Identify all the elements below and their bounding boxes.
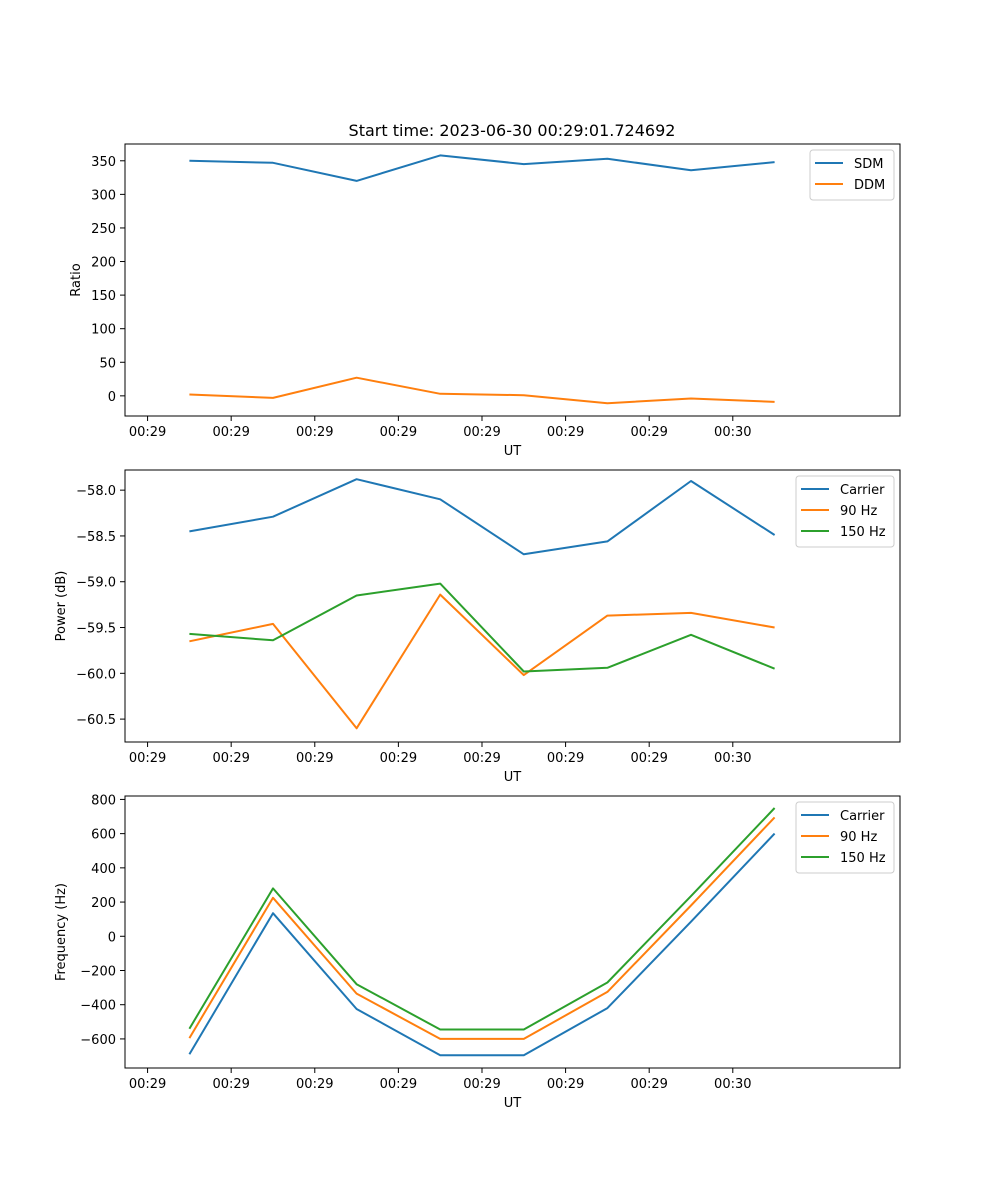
legend-label: DDM: [854, 178, 885, 193]
x-tick-label: 00:30: [714, 425, 751, 440]
y-tick-label: 150: [91, 289, 116, 304]
axes-frame: [124, 143, 901, 417]
x-tick-label: 00:29: [547, 751, 584, 766]
x-tick-label: 00:29: [630, 751, 667, 766]
frequency-panel: 00:29 00:29 00:29 00:29 00:29 00:29 00:29 00:30…: [54, 793, 901, 1111]
legend: [795, 475, 895, 548]
x-tick-label: 00:30: [714, 751, 751, 766]
y-axis-label: Power (dB): [54, 571, 69, 642]
x-tick-label: 00:29: [212, 751, 249, 766]
legend-label: SDM: [854, 157, 883, 172]
y-tick-label: 200: [91, 256, 116, 271]
series-line-sdm: [189, 154, 775, 182]
x-tick-label: 00:29: [547, 1077, 584, 1092]
series-line-carrier: [188, 832, 776, 1057]
legend-label: Carrier: [840, 483, 885, 498]
axes-frame: [124, 469, 901, 743]
axes-frame: [124, 795, 901, 1069]
y-tick-label: 300: [91, 188, 116, 203]
x-tick-label: 00:29: [547, 425, 584, 440]
ratio-panel: 00:29 00:29 00:29 00:29 00:29 00:29 00:29 00:30…: [69, 143, 901, 459]
x-axis-label: UT: [504, 1096, 522, 1111]
y-tick-label: −59.5: [76, 622, 116, 637]
y-axis-label: Ratio: [69, 263, 84, 296]
x-tick-label: 00:29: [380, 425, 417, 440]
x-tick-label: 00:29: [296, 1077, 333, 1092]
y-tick-label: 200: [91, 896, 116, 911]
y-tick-label: 0: [108, 930, 116, 945]
x-tick-label: 00:29: [463, 1077, 500, 1092]
y-tick-label: 50: [99, 356, 116, 371]
y-tick-label: −58.5: [76, 530, 116, 545]
y-axis-label: Frequency (Hz): [54, 883, 69, 981]
x-tick-label: 00:29: [630, 1077, 667, 1092]
series-line-90-hz: [188, 816, 776, 1040]
y-tick-label: −60.0: [76, 667, 116, 682]
x-tick-label: 00:29: [129, 1077, 166, 1092]
x-tick-label: 00:29: [630, 425, 667, 440]
legend-label: Carrier: [840, 809, 885, 824]
y-tick-label: −200: [80, 964, 116, 979]
series-line-150-hz: [188, 807, 776, 1031]
x-tick-label: 00:29: [129, 751, 166, 766]
legend: [795, 801, 895, 874]
y-tick-label: 250: [91, 222, 116, 237]
power-panel: 00:29 00:29 00:29 00:29 00:29 00:29 00:29 00:30…: [54, 469, 901, 785]
y-tick-label: −400: [80, 999, 116, 1014]
x-axis-label: UT: [504, 444, 522, 459]
x-tick-label: 00:29: [129, 425, 166, 440]
y-tick-label: 600: [91, 828, 116, 843]
x-tick-label: 00:29: [212, 425, 249, 440]
legend-label: 150 Hz: [840, 525, 886, 540]
y-tick-label: −600: [80, 1033, 116, 1048]
x-tick-label: 00:29: [212, 1077, 249, 1092]
x-tick-label: 00:29: [463, 751, 500, 766]
y-tick-label: −60.5: [76, 713, 116, 728]
series-line-150-hz: [189, 582, 775, 673]
series-line-carrier: [189, 478, 776, 556]
x-tick-label: 00:29: [380, 751, 417, 766]
series-line-ddm: [189, 376, 775, 405]
y-tick-label: 100: [91, 323, 116, 338]
y-tick-label: −58.0: [76, 484, 116, 499]
x-axis-label: UT: [504, 770, 522, 785]
y-tick-label: 800: [91, 793, 116, 808]
x-tick-label: 00:29: [296, 425, 333, 440]
legend-label: 150 Hz: [840, 851, 886, 866]
y-tick-label: −59.0: [76, 576, 116, 591]
x-tick-label: 00:30: [714, 1077, 751, 1092]
x-tick-label: 00:29: [296, 751, 333, 766]
series-line-90-hz: [189, 593, 775, 730]
chart-title: Start time: 2023-06-30 00:29:01.724692: [349, 121, 676, 140]
y-tick-label: 0: [108, 390, 116, 405]
y-tick-label: 350: [91, 155, 116, 170]
y-tick-label: 400: [91, 862, 116, 877]
x-tick-label: 00:29: [463, 425, 500, 440]
legend-label: 90 Hz: [840, 504, 877, 519]
x-tick-label: 00:29: [380, 1077, 417, 1092]
legend-label: 90 Hz: [840, 830, 877, 845]
